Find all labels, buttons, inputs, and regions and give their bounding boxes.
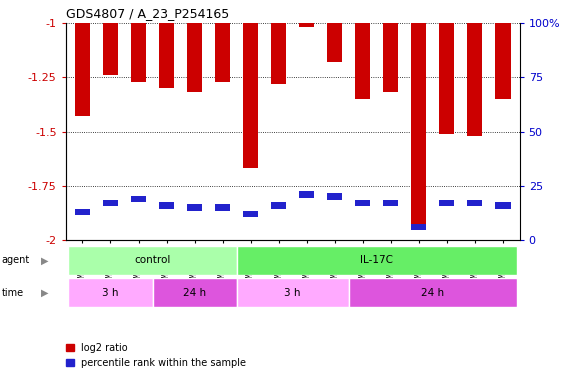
Bar — [467, 23, 482, 136]
Bar — [349, 278, 517, 307]
Bar — [495, 23, 510, 99]
Text: control: control — [134, 255, 171, 265]
Text: 3 h: 3 h — [284, 288, 301, 298]
Bar — [131, 195, 146, 202]
Text: ▶: ▶ — [41, 288, 49, 298]
Bar — [243, 211, 258, 217]
Bar — [467, 200, 482, 206]
Bar — [411, 23, 427, 225]
Text: GDS4807 / A_23_P254165: GDS4807 / A_23_P254165 — [66, 7, 229, 20]
Text: IL-17C: IL-17C — [360, 255, 393, 265]
Bar — [383, 200, 399, 206]
Bar — [383, 23, 399, 93]
Bar — [327, 23, 343, 62]
Bar — [215, 23, 230, 82]
Bar — [131, 23, 146, 82]
Bar — [439, 200, 455, 206]
Bar — [327, 194, 343, 200]
Text: 3 h: 3 h — [102, 288, 119, 298]
Bar — [236, 246, 517, 275]
Bar — [236, 278, 349, 307]
Bar — [103, 23, 118, 75]
Bar — [271, 23, 286, 84]
Bar — [355, 200, 371, 206]
Bar — [187, 23, 202, 93]
Bar — [187, 204, 202, 211]
Text: ▶: ▶ — [41, 255, 49, 265]
Bar — [411, 224, 427, 230]
Bar — [299, 23, 315, 27]
Bar — [159, 202, 174, 209]
Text: time: time — [2, 288, 24, 298]
Bar — [299, 191, 315, 198]
Bar — [69, 278, 152, 307]
Bar — [271, 202, 286, 209]
Bar — [243, 23, 258, 169]
Bar — [75, 209, 90, 215]
Bar — [159, 23, 174, 88]
Bar — [355, 23, 371, 99]
Bar — [69, 246, 236, 275]
Text: agent: agent — [2, 255, 30, 265]
Bar — [75, 23, 90, 116]
Legend: log2 ratio, percentile rank within the sample: log2 ratio, percentile rank within the s… — [62, 339, 250, 371]
Bar — [495, 202, 510, 209]
Bar — [215, 204, 230, 211]
Text: 24 h: 24 h — [421, 288, 444, 298]
Bar — [152, 278, 236, 307]
Bar — [439, 23, 455, 134]
Text: 24 h: 24 h — [183, 288, 206, 298]
Bar — [103, 200, 118, 206]
